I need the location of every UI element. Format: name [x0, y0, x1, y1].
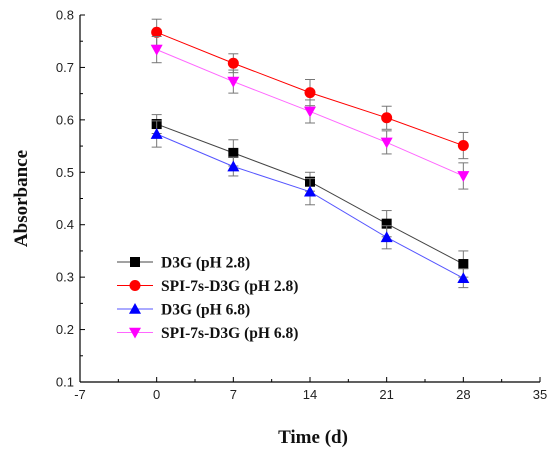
y-tick-label: 0.7	[56, 60, 74, 75]
series-2	[150, 120, 470, 289]
legend-item: D3G (pH 6.8)	[117, 302, 250, 319]
x-tick-label: 14	[303, 387, 317, 402]
x-axis-title: Time (d)	[278, 427, 348, 448]
y-tick-label: 0.1	[56, 375, 74, 390]
x-tick-label: 35	[533, 387, 547, 402]
data-point	[151, 26, 163, 38]
data-point	[228, 147, 239, 158]
y-axis-title: Absorbance	[11, 150, 32, 247]
legend-marker	[129, 303, 141, 314]
legend-item: SPI-7s-D3G (pH 2.8)	[117, 278, 298, 295]
series-3	[150, 35, 470, 190]
series-group	[150, 18, 470, 289]
legend-marker	[129, 280, 141, 291]
data-point	[304, 185, 316, 197]
data-point	[304, 87, 316, 99]
data-point	[381, 218, 392, 229]
data-point	[227, 57, 239, 69]
x-axis-ticks: -7 0 7 14 21 28 35	[74, 377, 547, 402]
y-tick-label: 0.5	[56, 165, 74, 180]
data-point	[381, 112, 393, 124]
legend-label: D3G (pH 6.8)	[161, 302, 250, 319]
data-point	[227, 160, 240, 172]
x-tick-label: 28	[456, 387, 470, 402]
legend: D3G (pH 2.8) SPI-7s-D3G (pH 2.8) D3G (pH 6…	[117, 255, 298, 342]
x-tick-label: -7	[74, 387, 86, 402]
legend-label: SPI-7s-D3G (pH 2.8)	[161, 278, 298, 295]
series-1	[151, 18, 469, 160]
x-tick-label: 7	[230, 387, 237, 402]
x-tick-label: 21	[379, 387, 393, 402]
y-tick-label: 0.4	[56, 217, 74, 232]
legend-item: SPI-7s-D3G (pH 6.8)	[117, 325, 298, 342]
y-tick-label: 0.3	[56, 270, 74, 285]
data-point	[380, 231, 393, 243]
data-point	[150, 128, 163, 139]
legend-label: SPI-7s-D3G (pH 6.8)	[161, 325, 298, 342]
data-point	[150, 44, 163, 56]
legend-label: D3G (pH 2.8)	[161, 255, 250, 272]
y-tick-label: 0.2	[56, 322, 74, 337]
y-axis-ticks: 0.1 0.2 0.3 0.4 0.5 0.6 0.7 0.8	[56, 8, 85, 390]
y-tick-label: 0.8	[56, 8, 74, 23]
data-point	[457, 171, 470, 182]
y-tick-label: 0.6	[56, 112, 74, 127]
legend-marker	[129, 327, 141, 339]
data-point	[458, 259, 469, 270]
data-point	[380, 137, 393, 149]
data-point	[457, 140, 469, 152]
x-tick-label: 0	[153, 387, 160, 402]
data-point	[227, 76, 240, 88]
legend-item: D3G (pH 2.8)	[117, 255, 250, 272]
legend-marker	[130, 257, 140, 267]
data-point	[457, 272, 470, 283]
data-point	[304, 106, 316, 118]
